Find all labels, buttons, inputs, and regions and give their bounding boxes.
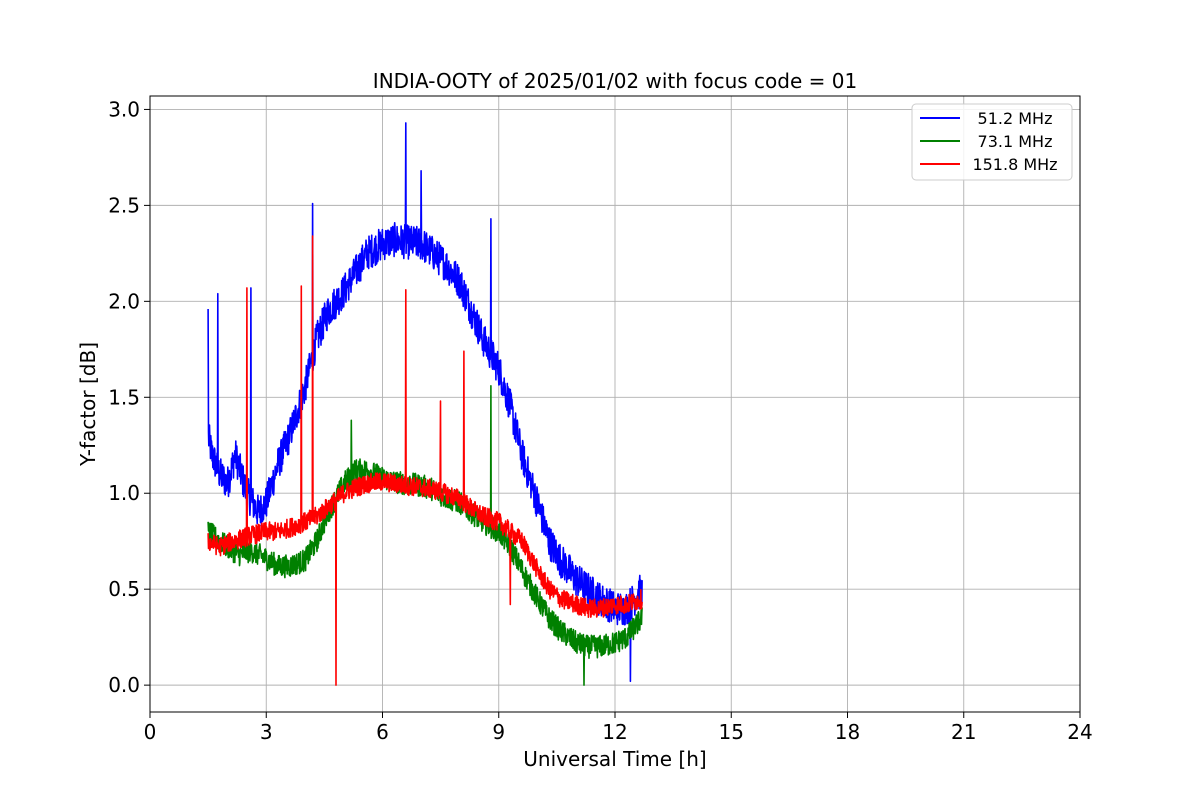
y-tick-label: 1.5	[108, 385, 140, 409]
series-line-51-2-mhz	[207, 122, 643, 683]
x-tick-label: 0	[144, 720, 157, 744]
legend-label-51-2-mhz: 51.2 MHz	[978, 109, 1053, 128]
y-tick-label: 3.0	[108, 97, 140, 121]
legend-box	[911, 103, 1073, 181]
axis-ticks: 0 3 6 9 12 15 18 21 24 0.0 0.5 1.0 1.5 2.0 2.5 3.0	[108, 97, 1093, 744]
legend: 51.2 MHz 73.1 MHz 151.8 MHz	[911, 103, 1073, 181]
y-axis-label: Y-factor [dB]	[76, 342, 100, 467]
x-tick-label: 9	[492, 720, 505, 744]
x-tick-label: 18	[835, 720, 860, 744]
y-tick-label: 0.0	[108, 673, 140, 697]
legend-label-151-8-mhz: 151.8 MHz	[972, 155, 1057, 174]
y-tick-label: 1.0	[108, 481, 140, 505]
x-axis-label: Universal Time [h]	[523, 747, 706, 771]
x-tick-label: 12	[602, 720, 627, 744]
x-tick-label: 3	[260, 720, 273, 744]
x-tick-label: 15	[719, 720, 744, 744]
plot-series	[207, 122, 643, 686]
y-tick-label: 2.5	[108, 193, 140, 217]
series-line-151-8-mhz	[207, 235, 643, 686]
y-tick-label: 0.5	[108, 577, 140, 601]
x-tick-label: 24	[1067, 720, 1092, 744]
y-tick-label: 2.0	[108, 289, 140, 313]
legend-label-73-1-mhz: 73.1 MHz	[978, 132, 1053, 151]
x-tick-label: 21	[951, 720, 976, 744]
x-tick-label: 6	[376, 720, 389, 744]
chart-title: INDIA-OOTY of 2025/01/02 with focus code…	[373, 69, 857, 93]
